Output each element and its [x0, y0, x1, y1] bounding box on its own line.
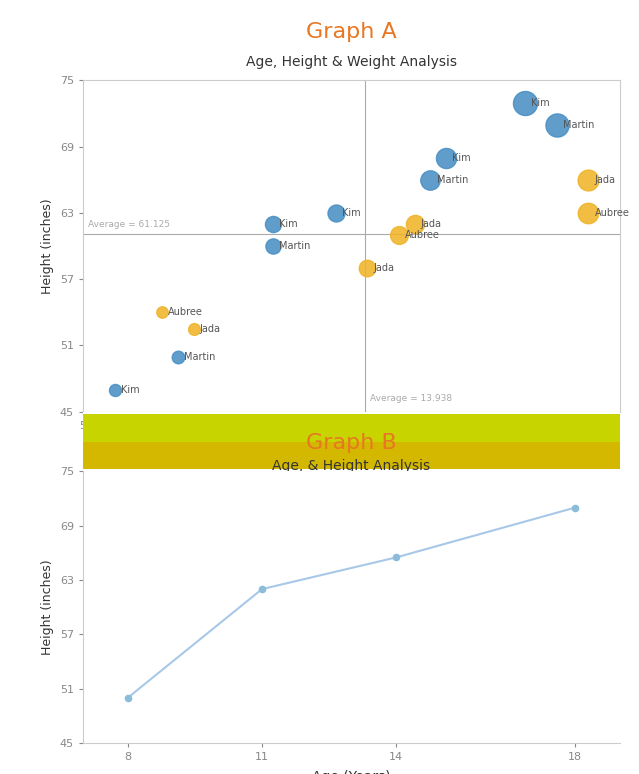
- Text: Martin: Martin: [279, 241, 310, 251]
- Point: [426, 173, 436, 186]
- Point: [520, 96, 530, 108]
- Text: Jada: Jada: [594, 175, 615, 185]
- Text: Jada: Jada: [200, 324, 221, 334]
- Point: [189, 323, 199, 335]
- Text: Kim: Kim: [532, 98, 550, 108]
- Point: [583, 207, 594, 219]
- Point: [267, 240, 277, 252]
- Text: Age, & Height Analysis: Age, & Height Analysis: [272, 460, 431, 474]
- Text: Age, Height & Weight Analysis: Age, Height & Weight Analysis: [246, 55, 457, 69]
- Point: [267, 217, 277, 230]
- Point: [410, 217, 420, 230]
- Text: Graph A: Graph A: [306, 22, 397, 43]
- Text: Graph B: Graph B: [306, 433, 397, 453]
- Bar: [83, 414, 620, 441]
- Point: [394, 229, 404, 241]
- Text: Average = 13.938: Average = 13.938: [370, 394, 452, 403]
- Point: [391, 551, 401, 563]
- Text: Kim: Kim: [452, 152, 471, 163]
- Text: Jada: Jada: [374, 263, 394, 273]
- Point: [123, 692, 133, 704]
- Text: Average = 61.125: Average = 61.125: [88, 221, 170, 229]
- Point: [362, 262, 373, 275]
- Point: [583, 173, 594, 186]
- Point: [173, 351, 183, 363]
- Text: Kim: Kim: [342, 208, 360, 218]
- Point: [157, 307, 167, 319]
- Text: Martin: Martin: [563, 120, 594, 129]
- Text: Aubree: Aubree: [168, 307, 203, 317]
- Point: [570, 502, 580, 514]
- Text: Kim: Kim: [279, 219, 298, 229]
- Y-axis label: Height (inches): Height (inches): [42, 198, 54, 294]
- Bar: [83, 441, 620, 469]
- Point: [551, 118, 562, 131]
- Point: [257, 583, 267, 595]
- Text: Kim: Kim: [121, 385, 139, 395]
- Text: Jada: Jada: [421, 219, 442, 229]
- Point: [109, 383, 119, 396]
- Point: [330, 207, 341, 219]
- Text: Martin: Martin: [436, 175, 468, 185]
- Text: Aubree: Aubree: [594, 208, 629, 218]
- X-axis label: Age (Years): Age (Years): [312, 439, 391, 453]
- Text: Aubree: Aubree: [405, 230, 440, 240]
- X-axis label: Age (Years): Age (Years): [312, 770, 391, 774]
- Y-axis label: Height (inches): Height (inches): [42, 560, 54, 655]
- Text: Martin: Martin: [184, 351, 215, 361]
- Point: [441, 152, 451, 164]
